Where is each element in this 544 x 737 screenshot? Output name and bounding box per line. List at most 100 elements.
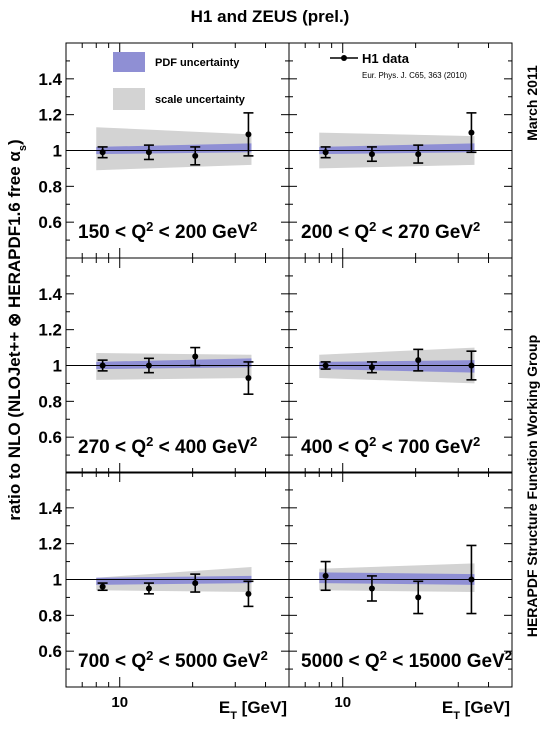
y-tick-label: 0.6 — [38, 213, 62, 232]
data-point-group — [243, 580, 254, 608]
data-point — [322, 149, 329, 156]
legend-data-marker — [341, 55, 347, 61]
data-point — [99, 149, 106, 156]
data-point — [192, 353, 199, 360]
pdf-uncertainty-band — [319, 143, 475, 155]
data-point-group — [143, 582, 154, 595]
y-tick-label: 0.8 — [38, 392, 62, 411]
data-point-group — [97, 582, 108, 592]
panel-frame — [288, 471, 513, 688]
data-point-group — [190, 346, 201, 367]
x-tick-label: 10 — [111, 694, 128, 711]
data-point-group — [320, 146, 331, 159]
data-point — [322, 362, 329, 369]
data-point — [322, 572, 329, 579]
x-tick-label: 10 — [334, 694, 351, 711]
data-point — [468, 576, 475, 583]
pdf-uncertainty-band — [96, 358, 252, 370]
data-point-group — [366, 361, 377, 374]
data-point — [245, 375, 252, 382]
panel-4: 400 < Q2 < 700 GeV2 — [288, 257, 513, 474]
y-tick-label: 1.4 — [38, 70, 62, 89]
pdf-uncertainty-band — [96, 143, 252, 155]
data-point-group — [320, 560, 331, 592]
legend-swatch-pdf — [113, 52, 145, 72]
y-tick-label: 1.2 — [38, 321, 62, 340]
panel-3: 0.6 0.8 1 1.2 1.4 270 < Q2 < 400 GeV2 — [38, 257, 290, 474]
y-tick-label: 1 — [53, 357, 62, 376]
panel-1: 0.6 0.8 1 1.2 1.4 150 < Q2 < 200 GeV2 — [38, 42, 290, 259]
panel-frame — [288, 257, 513, 474]
data-point-group — [143, 357, 154, 374]
pdf-uncertainty-band — [319, 572, 475, 585]
panel-label: 270 < Q2 < 400 GeV2 — [78, 434, 257, 459]
panel-6: 5000 < Q2 < 15000 GeV2 10 ET [GeV] — [288, 471, 513, 722]
side-note-date: March 2011 — [524, 65, 540, 141]
data-point-group — [466, 112, 477, 154]
data-point-group — [366, 575, 377, 602]
data-point — [415, 594, 422, 601]
data-point — [468, 129, 475, 136]
data-point-group — [320, 361, 331, 370]
y-tick-label: 0.8 — [38, 606, 62, 625]
data-point-group — [143, 144, 154, 161]
pdf-uncertainty-band — [96, 575, 252, 585]
data-point — [145, 149, 152, 156]
legend-label-scale: scale uncertainty — [155, 94, 246, 106]
chart-title: H1 and ZEUS (prel.) — [191, 7, 350, 26]
data-point-group — [413, 580, 424, 615]
data-point-group — [190, 146, 201, 166]
data-point — [99, 583, 106, 590]
y-axis-label: ratio to NLO (NLOJet++ ⊗ HERAPDF1.6 free… — [5, 139, 29, 520]
x-axis-label: ET [GeV] — [442, 698, 510, 722]
data-point-group — [413, 144, 424, 164]
y-tick-label: 0.6 — [38, 428, 62, 447]
data-point-group — [97, 146, 108, 159]
data-point-group — [243, 112, 254, 157]
panel-label: 700 < Q2 < 5000 GeV2 — [78, 648, 268, 673]
legend-swatch-scale — [113, 88, 145, 110]
data-point — [368, 151, 375, 158]
data-point — [468, 362, 475, 369]
overlay-layer: PDF uncertainty scale uncertainty H1 data E… — [5, 51, 540, 637]
data-point — [245, 131, 252, 138]
data-point — [245, 590, 252, 597]
data-point-group — [190, 573, 201, 593]
panel-label: 400 < Q2 < 700 GeV2 — [301, 434, 480, 459]
y-tick-label: 0.6 — [38, 642, 62, 661]
data-point-group — [466, 350, 477, 381]
panel-label: 5000 < Q2 < 15000 GeV2 — [301, 648, 512, 673]
y-tick-label: 1.2 — [38, 535, 62, 554]
data-point-group — [243, 361, 254, 395]
data-point — [368, 585, 375, 592]
data-point — [192, 152, 199, 159]
y-tick-label: 1.4 — [38, 285, 62, 304]
legend-label-pdf: PDF uncertainty — [155, 57, 240, 69]
legend-data-reference: Eur. Phys. J. C65, 363 (2010) — [362, 71, 467, 80]
panels-layer: 0.6 0.8 1 1.2 1.4 150 < Q2 < 200 GeV2 200 < Q2… — [38, 42, 513, 722]
legend: PDF uncertainty scale uncertainty H1 data E… — [113, 51, 467, 110]
panel-label: 200 < Q2 < 270 GeV2 — [301, 219, 480, 244]
y-tick-label: 1 — [53, 571, 62, 590]
data-point — [368, 364, 375, 371]
side-note-group: HERAPDF Structure Function Working Group — [524, 335, 540, 637]
data-point — [415, 151, 422, 158]
pdf-uncertainty-band — [319, 360, 475, 373]
data-point — [415, 357, 422, 364]
panel-label: 150 < Q2 < 200 GeV2 — [78, 219, 257, 244]
data-point — [99, 362, 106, 369]
data-point-group — [466, 544, 477, 615]
data-point-group — [413, 348, 424, 372]
panel-5: 0.6 0.8 1 1.2 1.4 700 < Q2 < 5000 GeV2 10 ET [G… — [38, 471, 290, 722]
data-point — [145, 585, 152, 592]
y-tick-label: 0.8 — [38, 177, 62, 196]
legend-label-data: H1 data — [362, 51, 410, 66]
y-tick-label: 1 — [53, 142, 62, 161]
x-axis-label: ET [GeV] — [219, 698, 287, 722]
data-point — [192, 580, 199, 587]
panel-2: 200 < Q2 < 270 GeV2 — [288, 42, 513, 259]
y-tick-label: 1.4 — [38, 499, 62, 518]
data-point-group — [97, 359, 108, 372]
y-tick-label: 1.2 — [38, 106, 62, 125]
